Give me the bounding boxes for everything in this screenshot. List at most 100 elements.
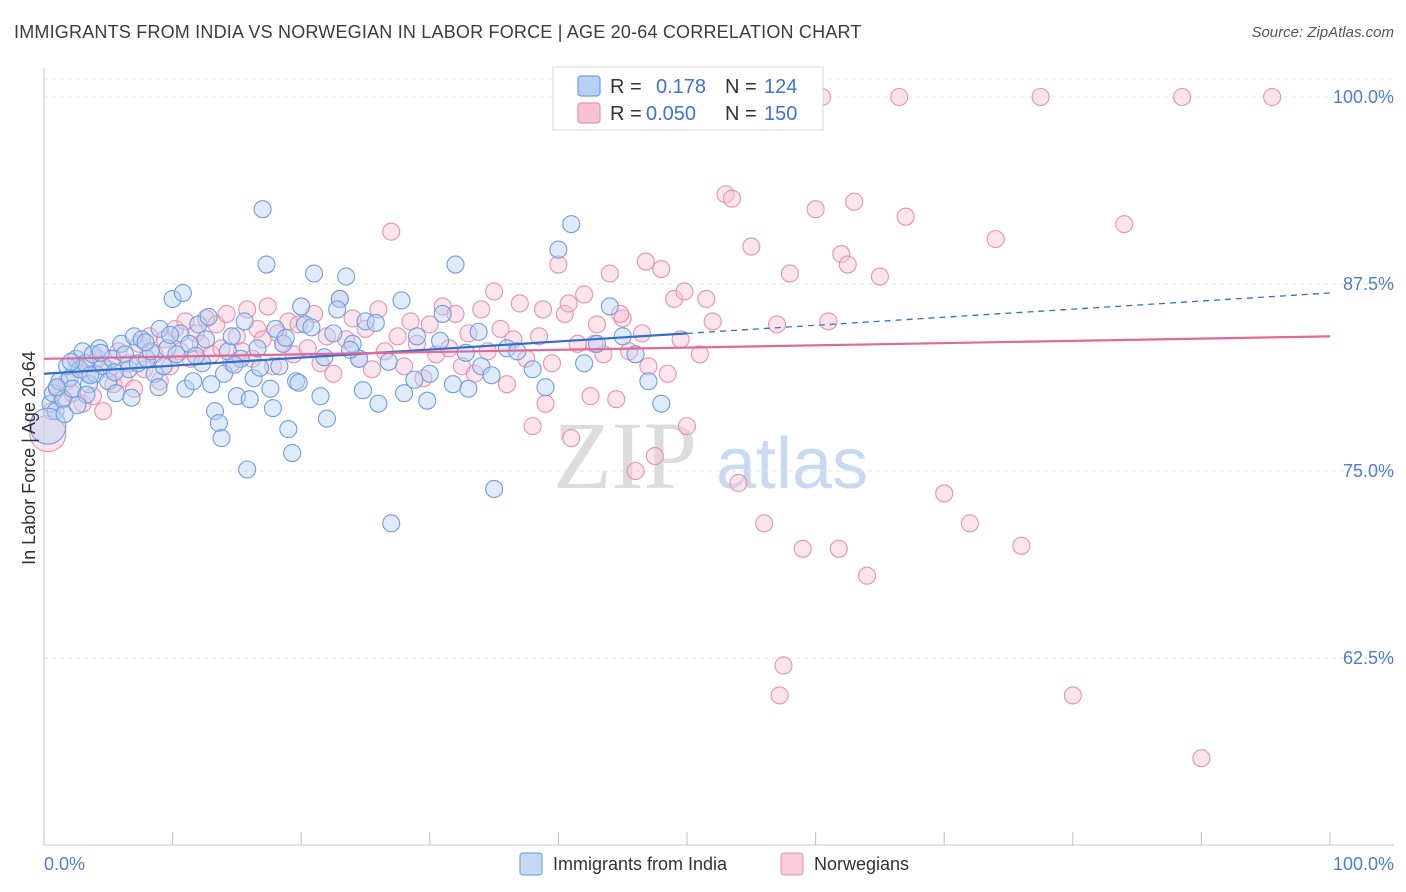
- norwegians-point-119: [806, 200, 825, 219]
- india-point-32: [163, 289, 182, 309]
- bottom-legend-swatch-norwegians: [780, 852, 804, 876]
- india-point-59: [279, 420, 298, 439]
- norwegians-point-129: [1012, 536, 1031, 555]
- norwegians-point-60: [362, 360, 381, 379]
- india-point-67: [324, 324, 343, 343]
- norwegians-point-66: [401, 312, 420, 331]
- norwegians-point-90: [555, 304, 574, 323]
- india-point-80: [459, 379, 478, 398]
- norwegians-point-73: [446, 304, 465, 323]
- india-point-97: [122, 388, 141, 407]
- india-point-100: [160, 325, 180, 344]
- norwegians-point-95: [587, 315, 607, 334]
- norwegians-point-87: [536, 394, 555, 413]
- norwegians-point-80: [491, 319, 510, 338]
- legend-n-value-india: 124: [764, 76, 797, 98]
- norwegians-point-105: [652, 259, 671, 279]
- trend-line-india-dashed: [686, 292, 1331, 335]
- x-ticks: [43, 832, 1331, 845]
- norwegians-point-113: [729, 473, 748, 493]
- axes: [43, 68, 1394, 846]
- india-point-40: [196, 330, 216, 349]
- india-point-38: [189, 315, 208, 334]
- legend-swatch-norwegians: [577, 102, 601, 124]
- india-point-57: [270, 357, 289, 376]
- norwegians-point-85: [523, 417, 542, 436]
- norwegians-point-63: [382, 222, 401, 241]
- norwegians-point-122: [845, 192, 864, 211]
- norwegians-point-139: [774, 656, 793, 675]
- india-point-117: [379, 352, 398, 371]
- norwegians-point-93: [575, 285, 594, 304]
- x-tick-label-max: 100.0%: [1333, 854, 1394, 874]
- india-point-21: [115, 345, 135, 364]
- india-point-51: [244, 369, 263, 388]
- india-point-96: [105, 363, 124, 382]
- norwegians-point-94: [581, 387, 600, 406]
- india-point-127: [536, 378, 555, 397]
- india-point-109: [276, 328, 295, 347]
- trend-lines: [43, 292, 1331, 375]
- norwegians-point-143: [697, 289, 716, 309]
- norwegians-point-101: [626, 461, 645, 481]
- norwegians-point-116: [767, 315, 787, 334]
- norwegians-point-28: [181, 349, 200, 368]
- norwegians-point-107: [665, 289, 684, 309]
- norwegians-point-124: [870, 267, 889, 286]
- india-point-94: [77, 385, 96, 404]
- legend-r-label-norwegians: R =: [610, 103, 642, 125]
- trend-line-norwegians: [43, 335, 1331, 360]
- legend-n-value-norwegians: 150: [764, 103, 797, 125]
- norwegians-point-149: [533, 300, 553, 319]
- norwegians-point-125: [896, 207, 915, 226]
- norwegians-point-77: [472, 300, 491, 319]
- grid-lines: [44, 78, 1394, 659]
- india-point-78: [433, 304, 452, 323]
- source-credit: Source: ZipAtlas.com: [1251, 24, 1394, 41]
- india-point-19: [106, 384, 126, 403]
- chart-title: IMMIGRANTS FROM INDIA VS NORWEGIAN IN LA…: [14, 22, 862, 42]
- india-point-132: [68, 396, 87, 415]
- norwegians-point-64: [388, 327, 407, 346]
- india-point-113: [328, 300, 347, 319]
- legend-r-value-norwegians: 0.050: [646, 103, 696, 125]
- india-point-133: [81, 366, 100, 385]
- india-point-128: [575, 354, 594, 373]
- norwegians-point-130: [1063, 686, 1082, 705]
- india-point-115: [353, 381, 372, 400]
- india-point-65: [311, 387, 330, 406]
- norwegians-point-9: [83, 387, 102, 406]
- norwegians-point-61: [369, 300, 388, 319]
- norwegians-point-88: [542, 354, 562, 373]
- india-point-28: [145, 364, 164, 383]
- norwegians-point-132: [1192, 749, 1211, 768]
- india-point-56: [266, 319, 285, 338]
- india-point-130: [47, 378, 66, 397]
- india-point-122: [443, 375, 462, 394]
- india-point-120: [418, 391, 437, 410]
- norwegians-point-135: [1031, 87, 1050, 107]
- india-point-64: [305, 264, 324, 283]
- norwegians-point-43: [258, 297, 277, 316]
- norwegians-point-42: [253, 330, 272, 349]
- india-point-119: [405, 370, 424, 389]
- norwegians-point-83: [510, 294, 529, 313]
- india-point-85: [549, 240, 568, 259]
- india-point-101: [173, 283, 192, 303]
- india-point-121: [431, 331, 450, 350]
- norwegians-point-114: [742, 237, 761, 256]
- norwegians-point-137: [1263, 87, 1282, 107]
- norwegians-point-118: [793, 539, 812, 558]
- india-point-74: [382, 514, 401, 533]
- legend-swatch-india: [577, 75, 601, 97]
- norwegians-point-127: [960, 514, 979, 533]
- norwegians-point-126: [935, 484, 954, 503]
- norwegians-point-81: [497, 375, 517, 394]
- india-point-93: [61, 352, 81, 371]
- india-point-76: [407, 327, 426, 346]
- india-point-37: [184, 372, 203, 391]
- india-point-12: [79, 375, 99, 394]
- india-point-106: [238, 460, 257, 479]
- india-point-82: [485, 479, 504, 499]
- india-point-104: [212, 429, 231, 448]
